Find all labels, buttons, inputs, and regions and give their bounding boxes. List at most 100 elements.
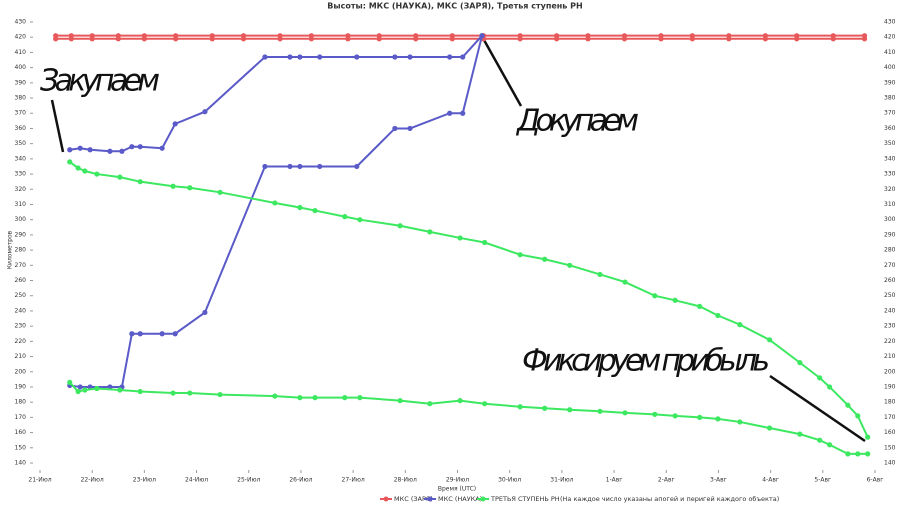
point [861, 36, 868, 42]
y-tick-label: 180 [15, 399, 27, 406]
point [68, 36, 74, 42]
point [277, 36, 283, 42]
point [597, 271, 603, 278]
point [697, 303, 703, 309]
y-tick-label: 310 [15, 201, 27, 208]
x-tick-label: 24-Июл [185, 477, 208, 484]
point [457, 235, 463, 241]
y-tick-label: 160 [15, 429, 27, 436]
point [457, 398, 463, 404]
y-tick-label-right: 200 [884, 368, 896, 375]
point [479, 33, 485, 39]
x-tick-label: 2-Авг [658, 477, 675, 484]
point [354, 54, 360, 60]
y-tick-label: 280 [15, 247, 27, 254]
y-tick-label: 150 [15, 444, 27, 451]
y-tick-label-right: 350 [884, 140, 896, 147]
point [94, 171, 100, 177]
legend-label: МКС (ЗАРЯ) [394, 495, 433, 503]
y-tick-label: 200 [15, 368, 27, 375]
x-tick-label: 6-Авг [867, 477, 884, 484]
point [345, 36, 351, 42]
point [77, 145, 83, 151]
point [762, 36, 769, 42]
annotation-arrow [769, 374, 866, 443]
y-tick-label: 240 [15, 307, 27, 314]
x-tick-label: 3-Авг [710, 477, 727, 484]
point [272, 200, 278, 206]
y-tick-label: 320 [15, 186, 27, 193]
point [262, 163, 268, 170]
point [567, 262, 573, 268]
y-tick-label: 420 [15, 34, 27, 41]
point [357, 395, 363, 401]
legend-label: ТРЕТЬЯ СТУПЕНЬ РН [490, 495, 560, 503]
point [354, 163, 360, 170]
point [766, 337, 773, 343]
y-tick-label: 260 [15, 277, 27, 284]
point [53, 36, 59, 42]
point [652, 411, 658, 417]
y-tick-label: 400 [15, 64, 27, 71]
legend-note: (На каждое число указаны апогей и периге… [560, 495, 779, 503]
annotation: Докупаем [515, 104, 639, 139]
legend-label: МКС (НАУКА) [438, 495, 482, 503]
annotation: Закупаем [40, 64, 160, 99]
point [312, 395, 318, 401]
point [622, 410, 628, 416]
point [173, 36, 179, 42]
point [427, 229, 433, 235]
y-tick-label: 390 [15, 79, 27, 86]
y-tick-label-right: 170 [884, 414, 896, 421]
point [287, 54, 293, 60]
legend-marker [427, 496, 433, 502]
point [67, 379, 73, 386]
y-tick-label-right: 250 [884, 292, 896, 299]
x-tick-label: 28-Июл [394, 477, 417, 484]
point [737, 419, 743, 425]
y-tick-label-right: 160 [884, 429, 896, 436]
point [554, 36, 560, 42]
y-tick-label: 300 [15, 216, 27, 223]
y-tick-label: 430 [15, 19, 27, 26]
y-tick-label-right: 320 [884, 186, 896, 193]
x-tick-label: 22-Июл [81, 477, 104, 484]
point [172, 331, 178, 337]
y-tick-label-right: 140 [884, 460, 896, 467]
y-tick-label: 340 [15, 155, 27, 162]
point [517, 404, 523, 410]
y-tick-label: 250 [15, 292, 27, 299]
y-tick-label-right: 260 [884, 277, 896, 284]
point [697, 414, 703, 420]
point [567, 407, 573, 413]
point [726, 36, 732, 42]
x-tick-label: 25-Июл [237, 477, 260, 484]
y-tick-label: 360 [15, 125, 27, 132]
y-tick-label: 410 [15, 49, 27, 56]
point [407, 54, 413, 60]
y-tick-label-right: 330 [884, 171, 896, 178]
point [77, 384, 83, 390]
point [317, 54, 323, 60]
y-axis-label: Километров [7, 230, 14, 269]
y-tick-label: 290 [15, 231, 27, 238]
point [392, 125, 398, 132]
point [517, 36, 523, 42]
point [845, 402, 851, 408]
point [447, 54, 453, 60]
point [715, 416, 721, 422]
point [855, 451, 861, 457]
point [597, 408, 603, 414]
point [297, 163, 303, 170]
y-tick-label-right: 410 [884, 49, 896, 56]
point [542, 405, 548, 411]
y-tick-label-right: 400 [884, 64, 896, 71]
chart-title: Высоты: МКС (НАУКА), МКС (ЗАРЯ), Третья … [327, 2, 582, 11]
point [115, 36, 121, 42]
y-tick-label-right: 190 [884, 383, 896, 390]
point [82, 387, 88, 393]
point [262, 54, 268, 60]
y-tick-label-right: 390 [884, 79, 896, 86]
y-tick-label-right: 370 [884, 110, 896, 117]
point [170, 183, 176, 189]
